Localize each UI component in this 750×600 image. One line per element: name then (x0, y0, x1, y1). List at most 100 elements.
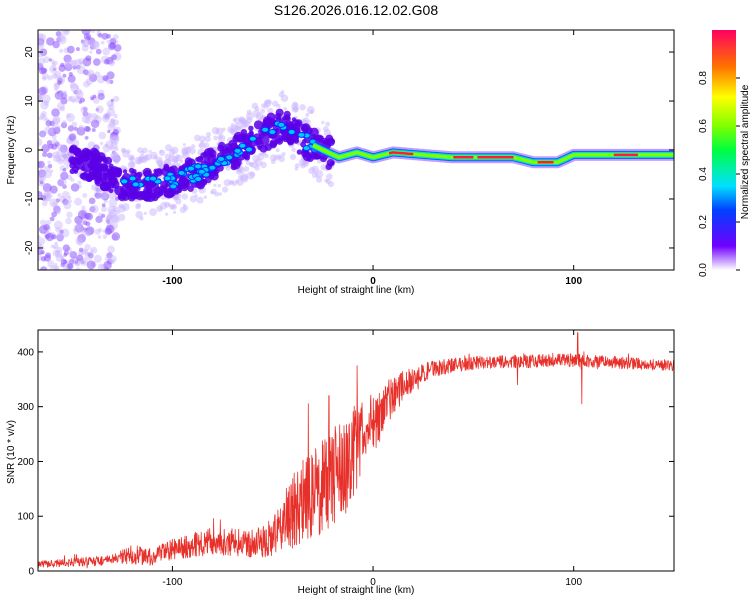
spectrogram-noise-blob (63, 201, 72, 210)
spectrogram-ytick-label: -20 (24, 240, 35, 255)
spectrogram-hotspot (238, 142, 247, 149)
spectrogram-hotspot (177, 169, 186, 176)
spectrogram-noise-blob (47, 75, 53, 81)
spectrogram-xtick-label: 0 (370, 276, 376, 287)
spectrogram-noise-blob (75, 237, 83, 245)
spectrogram-noise-blob (49, 265, 59, 270)
spectrogram-noise-blob (111, 150, 116, 155)
spectrogram-noise-blob (43, 100, 50, 106)
spectrogram-scatter-blob (270, 159, 276, 165)
spectrogram-scatter-blob (174, 157, 179, 163)
spectrogram-noise-blob (106, 219, 111, 224)
spectrogram-noise-blob (52, 151, 60, 159)
spectrogram-scatter-blob (116, 156, 122, 162)
spectrogram-noise-blob (110, 151, 119, 160)
spectrogram-noise-blob (89, 44, 95, 50)
spectrogram-noise-blob (58, 90, 68, 100)
spectrogram-scatter-blob (323, 126, 329, 132)
spectrogram-scatter-blob (291, 105, 299, 113)
spectrogram-noise-blob (51, 108, 60, 117)
spectrogram-ridge-blob (124, 191, 130, 196)
spectrogram-noise-blob (106, 71, 115, 80)
spectrogram-noise-blob (38, 33, 44, 42)
spectrogram-scatter-blob (112, 206, 119, 212)
spectrogram-noise-blob (39, 180, 44, 185)
spectrogram-noise-blob (72, 65, 77, 70)
spectrogram-noise-blob (52, 249, 60, 257)
spectrogram-scatter-blob (135, 204, 141, 210)
spectrogram-noise-blob (73, 89, 78, 95)
snr-xlabel: Height of straight line (km) (298, 585, 415, 596)
spectrogram-noise-blob (53, 265, 60, 270)
spectrogram-noise-blob (74, 224, 80, 231)
spectrogram-noise-blob (44, 234, 50, 240)
spectrogram-noise-blob (41, 67, 48, 74)
spectrogram-ridge-blob (262, 116, 272, 126)
spectrogram-hotspot (225, 154, 234, 161)
spectrogram-noise-blob (104, 143, 108, 148)
spectrogram-noise-blob (65, 165, 69, 170)
spectrogram-noise-blob (75, 90, 84, 99)
spectrogram-noise-blob (43, 170, 52, 179)
spectrogram-ridge-blob (99, 163, 108, 172)
spectrogram-noise-blob (105, 79, 111, 85)
spectrogram-noise-blob (113, 113, 118, 119)
spectrogram-noise-blob (110, 98, 114, 102)
spectrogram-noise-blob (99, 191, 108, 200)
spectrogram-noise-blob (42, 151, 48, 157)
spectrogram-noise-blob (77, 233, 87, 243)
spectrogram-ytick-label: 10 (24, 95, 35, 107)
spectrogram-noise-blob (73, 126, 78, 131)
spectrogram-noise-blob (76, 239, 84, 246)
spectrogram-noise-blob (109, 37, 117, 45)
spectrogram-noise-blob (101, 206, 108, 213)
spectrogram-noise-blob (53, 243, 59, 249)
spectrogram-noise-blob (78, 124, 84, 131)
spectrogram-noise-blob (103, 58, 110, 65)
spectrogram-noise-blob (102, 114, 110, 123)
colorbar-tick-label: 0.2 (698, 215, 709, 229)
spectrogram-scatter-blob (251, 161, 258, 169)
spectrogram-noise-blob (59, 144, 68, 153)
spectrogram-noise-blob (67, 125, 75, 132)
spectrogram-scatter-blob (315, 169, 324, 178)
spectrogram-hotspot (163, 175, 172, 182)
spectrogram-noise-blob (89, 50, 93, 54)
colorbar-gradient (712, 30, 736, 270)
spectrogram-noise-blob (75, 85, 79, 89)
spectrogram-noise-blob (111, 232, 121, 241)
spectrogram-noise-blob (62, 198, 69, 206)
spectrogram-scatter-blob (283, 107, 287, 111)
spectrogram-ridge-blob (195, 156, 200, 162)
snr-ylabel: SNR (10 * v/v) (6, 420, 17, 484)
spectrogram-ridge-blob (113, 167, 123, 177)
spectrogram-noise-blob (77, 210, 87, 219)
spectrogram-noise-blob (43, 56, 50, 63)
spectrogram-scatter-blob (121, 203, 130, 212)
spectrogram-noise-blob (56, 93, 61, 99)
spectrogram-scatter-blob (222, 127, 226, 132)
spectrogram-noise-blob (56, 90, 64, 97)
spectrogram-noise-blob (62, 73, 67, 78)
spectrogram-noise-blob (38, 63, 44, 71)
spectrogram-noise-blob (62, 153, 68, 159)
spectrogram-noise-blob (62, 184, 67, 189)
spectrogram-noise-blob (73, 59, 82, 68)
spectrogram-noise-blob (38, 87, 47, 96)
spectrogram-ridge-blob (293, 136, 299, 143)
spectrogram-noise-blob (52, 201, 58, 207)
spectrogram-noise-blob (75, 88, 83, 96)
spectrogram-noise-blob (38, 160, 45, 169)
spectrogram-noise-blob (38, 190, 43, 200)
spectrogram-noise-blob (51, 211, 58, 218)
spectrogram-noise-blob (67, 199, 72, 204)
spectrogram-noise-blob (38, 241, 42, 249)
spectrogram-noise-blob (106, 39, 111, 44)
colorbar-tick-label: 0.8 (698, 71, 709, 85)
spectrogram-noise-blob (38, 173, 47, 182)
spectrogram-noise-blob (47, 160, 51, 164)
spectrogram-ridge-blob (285, 135, 291, 140)
spectrogram-noise-blob (97, 92, 105, 101)
spectrogram-noise-blob (38, 237, 46, 245)
